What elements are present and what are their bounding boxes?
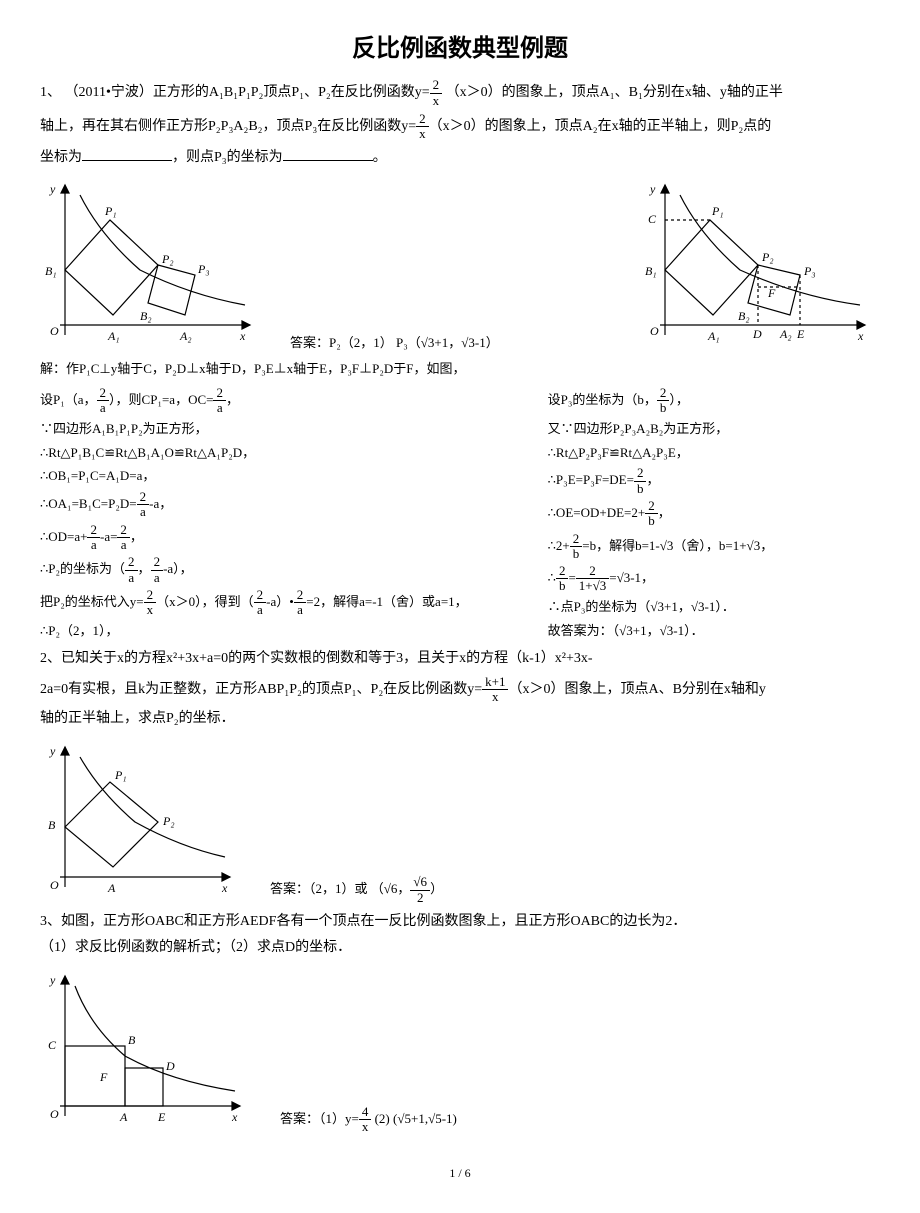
figure-3: Ox y C B F D A E — [40, 966, 250, 1134]
svg-text:B₂: B₂ — [140, 309, 152, 323]
problem-1-line3: 坐标为 ，则点P₃的坐标为 。 — [40, 146, 880, 169]
svg-text:P₂: P₂ — [162, 814, 175, 828]
svg-text:O: O — [50, 878, 59, 892]
svg-text:P₂: P₂ — [761, 250, 774, 264]
svg-text:A: A — [107, 881, 116, 895]
svg-text:C: C — [648, 212, 657, 226]
blank-2 — [283, 146, 373, 161]
p1-l2a: 轴上，再在其右侧作正方形P₂P₃A₂B₂，顶点P₃在反比例函数y= — [40, 119, 416, 134]
figure-row-3: Ox y C B F D A E 答案：（1）y=4x (2) (√5+1,√5-1) — [40, 966, 880, 1134]
svg-text:A₁: A₁ — [707, 329, 720, 343]
figure-1-left: Ox y P₁ B₁ P₂ P₃ A₁ B₂ A₂ — [40, 175, 260, 353]
frac-k1-x: k+1x — [482, 675, 508, 705]
svg-text:y: y — [49, 973, 56, 987]
problem-1-line2: 轴上，再在其右侧作正方形P₂P₃A₂B₂，顶点P₃在反比例函数y=2x（x＞0）… — [40, 112, 880, 142]
svg-text:P₃: P₃ — [803, 264, 816, 278]
svg-text:x: x — [231, 1110, 238, 1124]
svg-text:x: x — [239, 329, 246, 343]
svg-text:P₁: P₁ — [104, 204, 117, 218]
svg-text:C: C — [48, 1038, 57, 1052]
svg-text:O: O — [50, 1107, 59, 1121]
frac-2-x-b: 2x — [416, 112, 429, 142]
svg-text:y: y — [49, 744, 56, 758]
blank-1 — [82, 146, 172, 161]
figure-row-1: Ox y P₁ B₁ P₂ P₃ A₁ B₂ A₂ 答案：P₂（2，1） P₃（√3+1，… — [40, 175, 880, 353]
solution-1: 解：作P₁C⊥y轴于C，P₂D⊥x轴于D，P₃E⊥x轴于E，P₃F⊥P₂D于F，… — [40, 359, 880, 644]
svg-text:O: O — [50, 324, 59, 338]
answer-2: 答案：（2，1）或 （√6，√62） — [260, 875, 443, 905]
svg-text:A₂: A₂ — [779, 327, 792, 341]
sol-left-col: 设P₁（a，2a），则CP₁=a，OC=2a， ∵四边形A₁B₁P₁P₂为正方形… — [40, 383, 468, 644]
answer-1: 答案：P₂（2，1） P₃（√3+1，√3-1） — [280, 333, 499, 354]
svg-text:P₂: P₂ — [161, 252, 174, 266]
svg-text:B₂: B₂ — [738, 309, 750, 323]
problem-2-line2: 2a=0有实根，且k为正整数，正方形ABP₁P₂的顶点P₁、P₂在反比例函数y=… — [40, 675, 880, 705]
svg-text:x: x — [857, 329, 864, 343]
svg-text:B₁: B₁ — [45, 264, 57, 278]
svg-text:A₂: A₂ — [179, 329, 192, 343]
p1-l3a: 坐标为 — [40, 150, 82, 165]
svg-text:B: B — [128, 1033, 136, 1047]
p1-l3b: ，则点P₃的坐标为 — [172, 150, 283, 165]
problem-2-line1: 2、已知关于x的方程x²+3x+a=0的两个实数根的倒数和等于3，且关于x的方程… — [40, 648, 880, 670]
figure-2: Ox y P₁ B P₂ A — [40, 737, 240, 905]
svg-text:F: F — [767, 286, 776, 300]
svg-text:D: D — [752, 327, 762, 341]
figure-row-2: Ox y P₁ B P₂ A 答案：（2，1）或 （√6，√62） — [40, 737, 880, 905]
figure-1-right: Ox y C P₁ B₁ P₂ P₃ A₁ B₂ D A₂ E F — [640, 175, 880, 353]
svg-text:P₃: P₃ — [197, 262, 210, 276]
svg-text:A₁: A₁ — [107, 329, 120, 343]
sol-right-col: 设P₃的坐标为（b，2b）， 又∵四边形P₂P₃A₂B₂为正方形， ∴Rt△P₂… — [548, 383, 774, 644]
svg-text:E: E — [157, 1110, 166, 1124]
svg-text:A: A — [119, 1110, 128, 1124]
answer-3: 答案：（1）y=4x (2) (√5+1,√5-1) — [270, 1105, 457, 1135]
sol-header: 解：作P₁C⊥y轴于C，P₂D⊥x轴于D，P₃E⊥x轴于E，P₃F⊥P₂D于F，… — [40, 359, 880, 380]
svg-text:y: y — [649, 182, 656, 196]
p1-lead: （2011•宁波）正方形的A₁B₁P₁P₂顶点P₁、P₂在反比例函数y= — [65, 85, 430, 100]
problem-1-line1: 1、 （2011•宁波）正方形的A₁B₁P₁P₂顶点P₁、P₂在反比例函数y=2… — [40, 78, 880, 108]
problem-3-line2: （1）求反比例函数的解析式；（2）求点D的坐标． — [40, 937, 880, 959]
svg-text:F: F — [99, 1070, 108, 1084]
svg-text:x: x — [221, 881, 228, 895]
problem-2-line3: 轴的正半轴上，求点P₂的坐标． — [40, 708, 880, 730]
page-number: 1 / 6 — [40, 1164, 880, 1183]
svg-text:D: D — [165, 1059, 175, 1073]
svg-text:P₁: P₁ — [114, 768, 127, 782]
svg-text:E: E — [796, 327, 805, 341]
svg-text:O: O — [650, 324, 659, 338]
p1-mid1: （x＞0）的图象上，顶点A₁、B₁分别在x轴、y轴的正半 — [446, 85, 783, 100]
problem-3-line1: 3、如图，正方形OABC和正方形AEDF各有一个顶点在一反比例函数图象上，且正方… — [40, 911, 880, 933]
svg-text:B₁: B₁ — [645, 264, 657, 278]
svg-text:B: B — [48, 818, 56, 832]
svg-text:y: y — [49, 182, 56, 196]
svg-text:P₁: P₁ — [711, 204, 724, 218]
p1-l3c: 。 — [373, 150, 387, 165]
page-title: 反比例函数典型例题 — [40, 30, 880, 68]
p1-num: 1、 — [40, 85, 61, 100]
frac-2-x: 2x — [430, 78, 443, 108]
p1-l2b: （x＞0）的图象上，顶点A₂在x轴的正半轴上，则P₂点的 — [429, 119, 772, 134]
